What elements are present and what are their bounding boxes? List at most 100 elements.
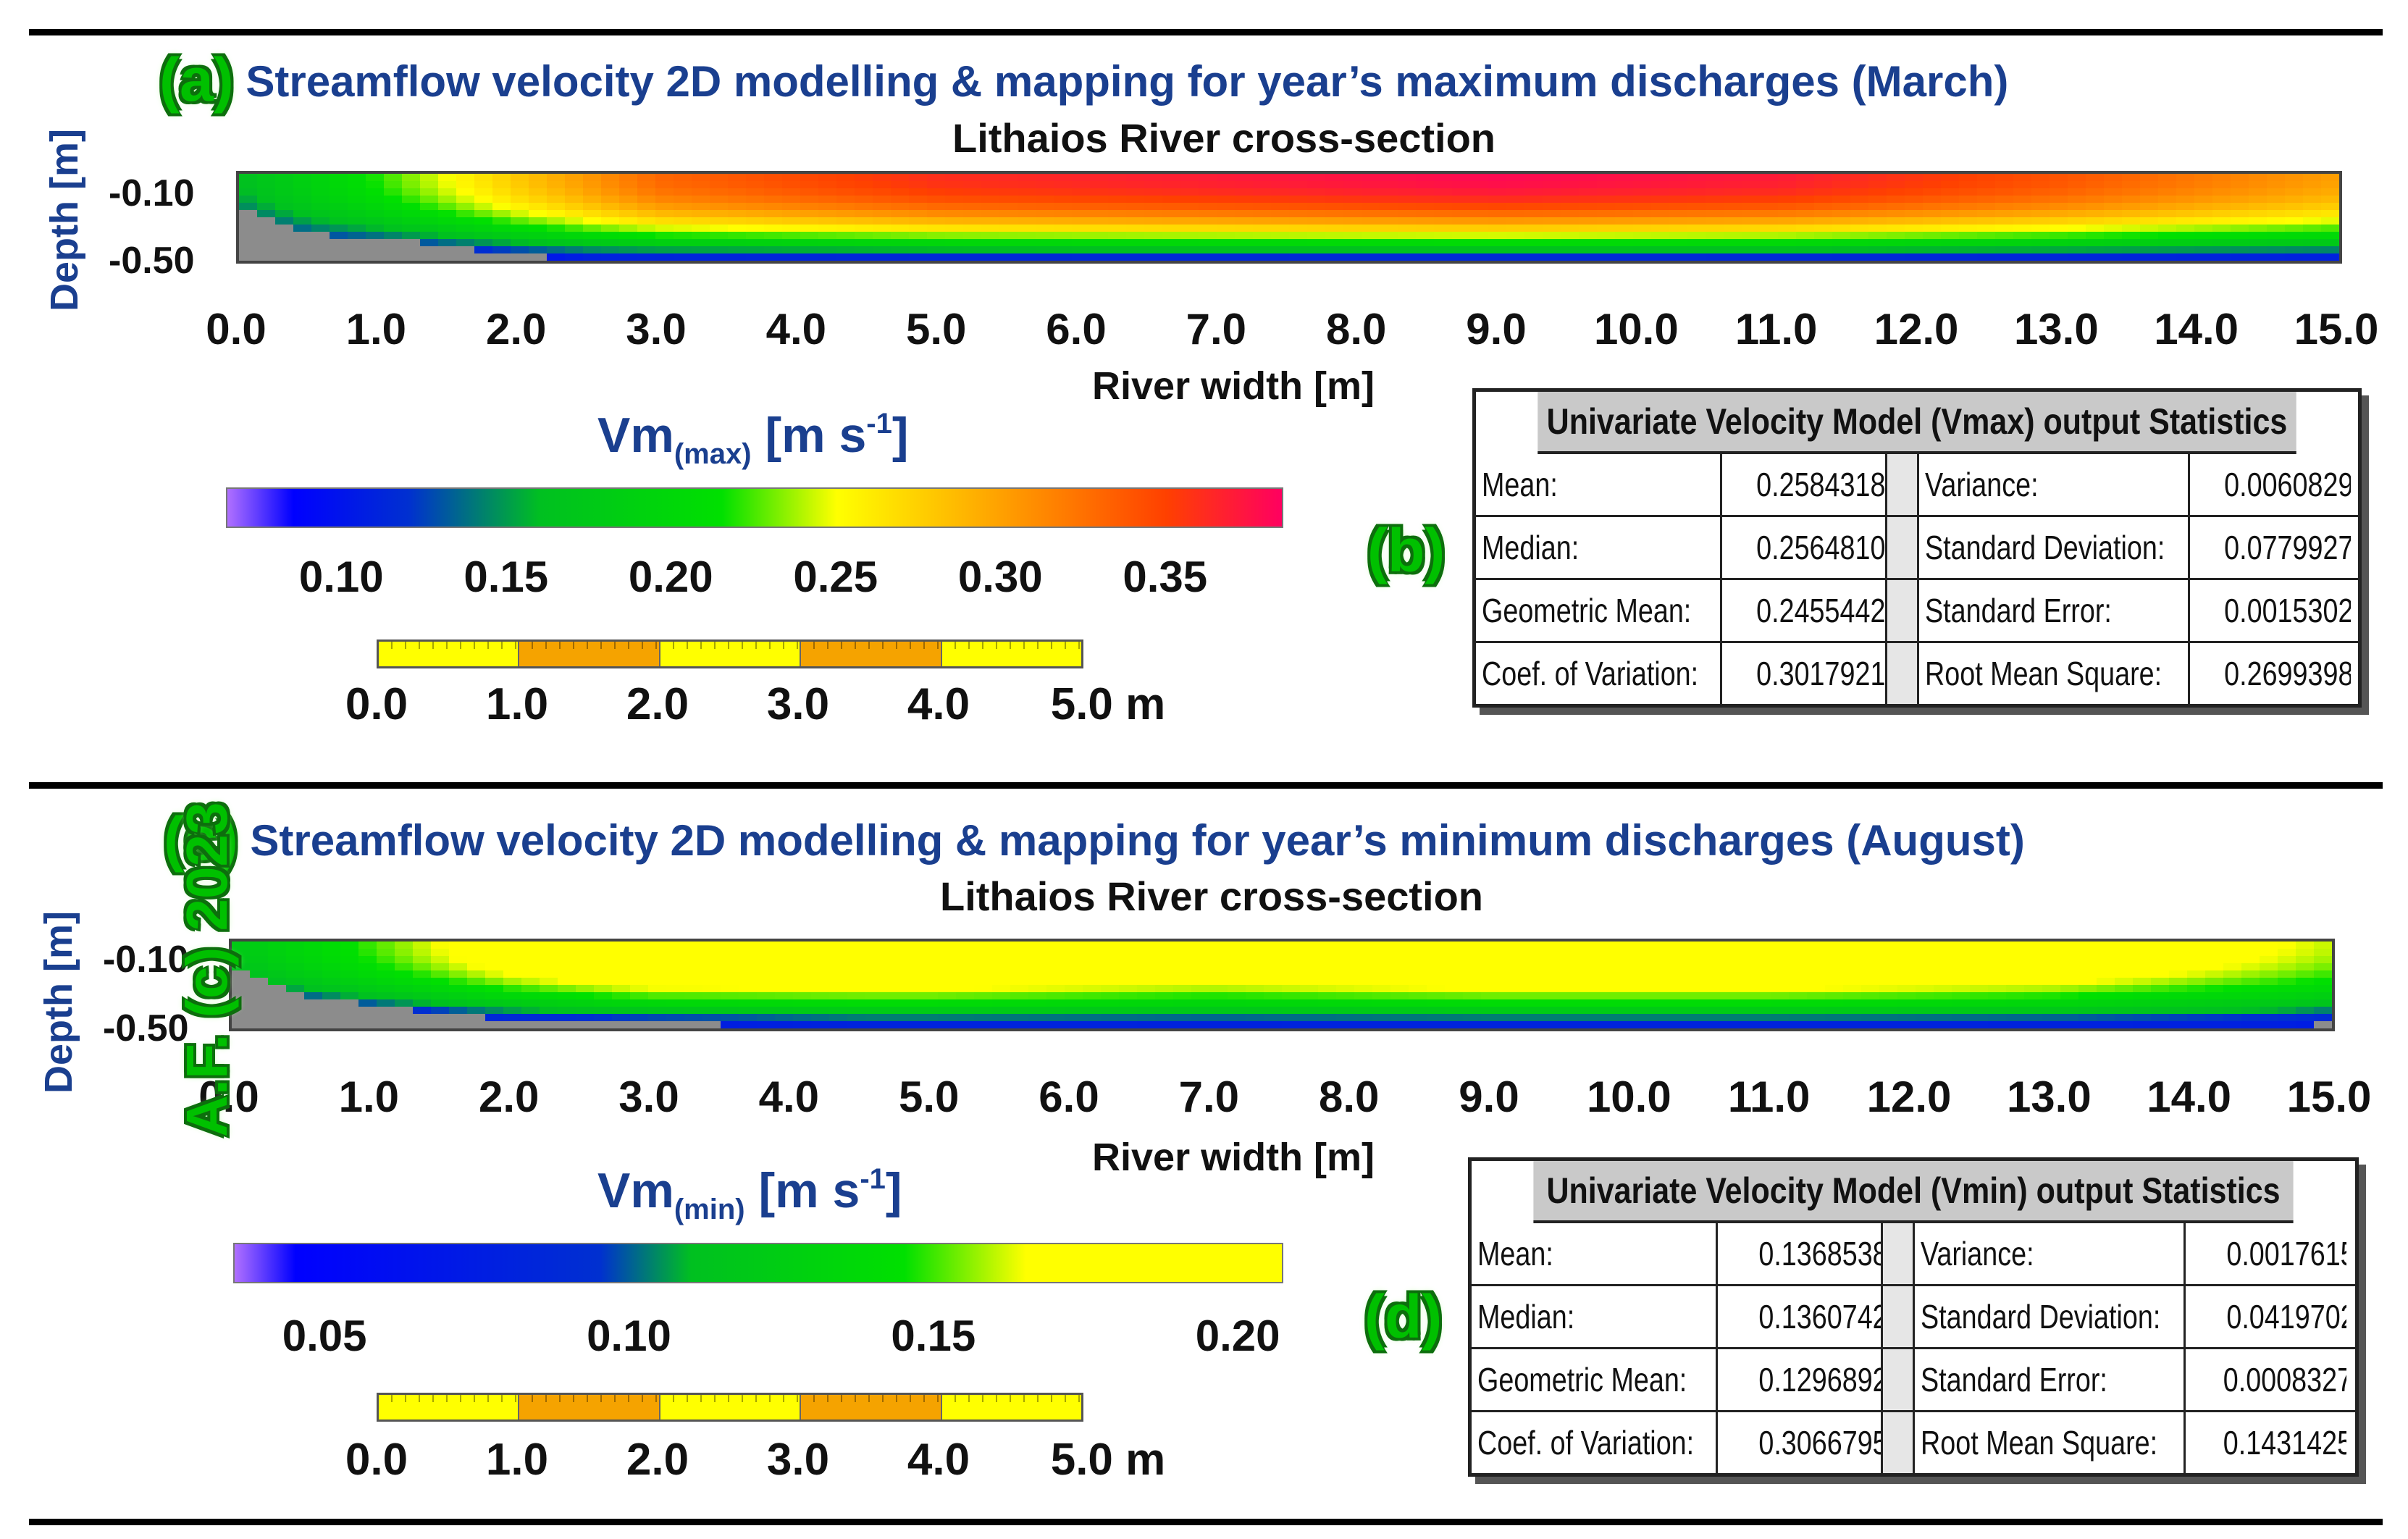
- velocity-cell: [1734, 978, 1753, 986]
- velocity-cell: [1209, 963, 1228, 971]
- velocity-cell: [456, 232, 475, 240]
- velocity-cell: [782, 210, 801, 218]
- velocity-cell: [601, 188, 620, 196]
- velocity-cell: [920, 1014, 939, 1022]
- velocity-cell: [902, 970, 920, 978]
- velocity-cell: [1445, 970, 1464, 978]
- velocity-cell: [1988, 970, 2007, 978]
- velocity-cell: [576, 949, 595, 957]
- velocity-cell: [1481, 1021, 1500, 1028]
- velocity-cell: [2194, 188, 2213, 196]
- velocity-cell: [1307, 217, 1326, 225]
- velocity-cell: [1843, 949, 1862, 957]
- velocity-cell: [1010, 999, 1029, 1007]
- velocity-cell: [1282, 956, 1301, 964]
- velocity-cell: [702, 963, 721, 971]
- velocity-cell: [304, 999, 323, 1007]
- velocity-cell: [1336, 978, 1355, 986]
- velocity-cell: [1760, 196, 1779, 204]
- velocity-cell: [2013, 246, 2032, 254]
- velocity-cell: [1028, 985, 1047, 993]
- velocity-cell: [873, 253, 892, 261]
- velocity-cell: [710, 203, 729, 211]
- velocity-cell: [829, 1014, 848, 1022]
- velocity-cell: [583, 253, 602, 261]
- velocity-cell: [1850, 225, 1869, 232]
- velocity-cell: [1354, 999, 1373, 1007]
- velocity-cell: [565, 217, 584, 225]
- velocity-cell: [1318, 1014, 1337, 1022]
- velocity-cell: [1380, 203, 1398, 211]
- velocity-cell: [1760, 174, 1779, 182]
- velocity-cell: [1633, 239, 1652, 247]
- velocity-cell: [1970, 970, 1989, 978]
- velocity-cell: [2249, 196, 2268, 204]
- velocity-cell: [293, 253, 312, 261]
- velocity-cell: [1372, 949, 1391, 957]
- velocity-cell: [1271, 225, 1290, 232]
- velocity-cell: [1615, 225, 1634, 232]
- velocity-cell: [1825, 956, 1844, 964]
- velocity-cell: [1398, 253, 1417, 261]
- velocity-cell: [1434, 196, 1453, 204]
- velocity-cell: [1970, 978, 1989, 986]
- velocity-cell: [1445, 978, 1464, 986]
- velocity-cell: [1698, 978, 1717, 986]
- velocity-cell: [1380, 210, 1398, 218]
- velocity-cell: [2151, 956, 2170, 964]
- velocity-cell: [710, 174, 729, 182]
- stats-label: (b): [1367, 516, 1446, 584]
- velocity-cell: [1325, 253, 1344, 261]
- stats-row: Coef. of Variation:0.306679555Root Mean …: [1472, 1412, 2355, 1473]
- panel-title-text: Streamflow velocity 2D modelling & mappi…: [250, 816, 2025, 865]
- velocity-cell: [1934, 942, 1952, 949]
- velocity-cell: [1271, 203, 1290, 211]
- velocity-cell: [1380, 174, 1398, 182]
- velocity-cell: [250, 942, 269, 949]
- velocity-cell: [492, 246, 511, 254]
- velocity-cell: [1199, 253, 1217, 261]
- velocity-cell: [1054, 188, 1073, 196]
- velocity-cell: [1054, 253, 1073, 261]
- velocity-cell: [1101, 999, 1120, 1007]
- velocity-cell: [2122, 196, 2141, 204]
- velocity-cell: [402, 239, 421, 247]
- scale-segment: [941, 1395, 1082, 1420]
- colorbar-var: Vm: [597, 1163, 674, 1218]
- velocity-cell: [800, 181, 819, 189]
- velocity-cell: [1995, 196, 2014, 204]
- velocity-cell: [583, 196, 602, 204]
- velocity-cell: [1191, 1014, 1210, 1022]
- velocity-cell: [963, 246, 982, 254]
- velocity-cell: [873, 203, 892, 211]
- stat-name: Median:: [1476, 517, 1722, 578]
- velocity-cell: [757, 1007, 776, 1015]
- velocity-cell: [1336, 942, 1355, 949]
- velocity-cell: [395, 992, 414, 1000]
- velocity-cell: [2314, 1021, 2332, 1028]
- velocity-cell: [1832, 174, 1851, 182]
- velocity-cell: [2115, 956, 2134, 964]
- velocity-cell: [239, 181, 258, 189]
- velocity-cell: [637, 225, 656, 232]
- stats-table-title: Univariate Velocity Model (Vmax) output …: [1537, 392, 2296, 454]
- velocity-cell: [746, 253, 765, 261]
- velocity-cell: [420, 174, 439, 182]
- velocity-cell: [420, 253, 439, 261]
- velocity-cell: [2321, 188, 2339, 196]
- velocity-cell: [2303, 217, 2322, 225]
- velocity-cell: [1553, 956, 1572, 964]
- velocity-cell: [1934, 1007, 1952, 1015]
- velocity-cell: [2133, 949, 2152, 957]
- velocity-cell: [1380, 181, 1398, 189]
- velocity-cell: [1941, 203, 1960, 211]
- velocity-cell: [1543, 239, 1561, 247]
- velocity-cell: [576, 1021, 595, 1028]
- velocity-cell: [1191, 999, 1210, 1007]
- velocity-cell: [529, 232, 548, 240]
- velocity-cell: [757, 985, 776, 993]
- velocity-cell: [1680, 956, 1699, 964]
- velocity-cell: [1724, 217, 1742, 225]
- velocity-cell: [1372, 978, 1391, 986]
- stat-value: 0.001761505: [2186, 1223, 2346, 1284]
